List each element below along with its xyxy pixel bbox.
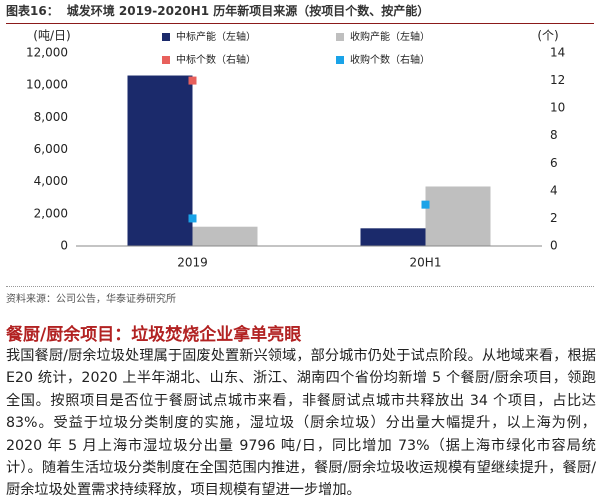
marker (421, 200, 430, 209)
legend-swatch (162, 56, 170, 64)
legend-swatch (162, 33, 170, 41)
y2-tick-label: 12 (550, 73, 565, 87)
x-tick-label: 20H1 (410, 256, 442, 270)
legend-label: 收购产能（左轴） (350, 30, 430, 43)
y2-tick-label: 14 (550, 46, 565, 60)
section-title: 餐厨/厨余项目：垃圾焚烧企业拿单亮眼 (6, 325, 302, 345)
header: 图表16： 城发环境 2019-2020H1 历年新项目来源（按项目个数、按产能） (6, 2, 594, 24)
bar (425, 186, 491, 246)
y-tick-label: 2,000 (34, 206, 68, 220)
y-tick-label: 8,000 (34, 110, 68, 124)
legend-swatch (336, 33, 344, 41)
marker (188, 214, 197, 223)
marker (188, 76, 197, 85)
y2-tick-label: 8 (550, 128, 558, 142)
chart: (吨/日) (个) 0 2,000 4,000 6,000 8,000 10,000 12,00… (26, 29, 565, 270)
y2-axis-label: (个) (537, 29, 558, 43)
y2-tick-label: 6 (550, 156, 558, 170)
header-title: 城发环境 2019-2020H1 历年新项目来源（按项目个数、按产能） (66, 4, 430, 18)
paragraph: 我国餐厨/厨余垃圾处理属于固废处置新兴领域，部分城市仍处于试点阶段。从地域来看，… (6, 348, 596, 499)
x-tick-label: 2019 (177, 256, 208, 270)
legend-label: 中标产能（左轴） (176, 30, 256, 43)
legend-label: 收购个数（右轴） (350, 53, 430, 66)
legend-label: 中标个数（右轴） (176, 53, 256, 66)
y2-tick-label: 10 (550, 101, 565, 115)
y-tick-label: 6,000 (34, 142, 68, 156)
y-tick-label: 10,000 (26, 78, 68, 92)
legend-swatch (336, 56, 344, 64)
y-tick-label: 12,000 (26, 46, 68, 60)
y2-tick-label: 2 (550, 211, 558, 225)
bar (127, 75, 193, 246)
header-label: 图表16： (6, 4, 59, 18)
y2-tick-label: 0 (550, 239, 558, 253)
y-axis-label: (吨/日) (33, 29, 70, 43)
source: 资料来源：公司公告，华泰证券研究所 (6, 286, 594, 305)
y-tick-label: 4,000 (34, 174, 68, 188)
y-tick-label: 0 (60, 239, 68, 253)
bar (192, 226, 258, 246)
bar (360, 228, 426, 246)
y2-tick-label: 4 (550, 183, 558, 197)
